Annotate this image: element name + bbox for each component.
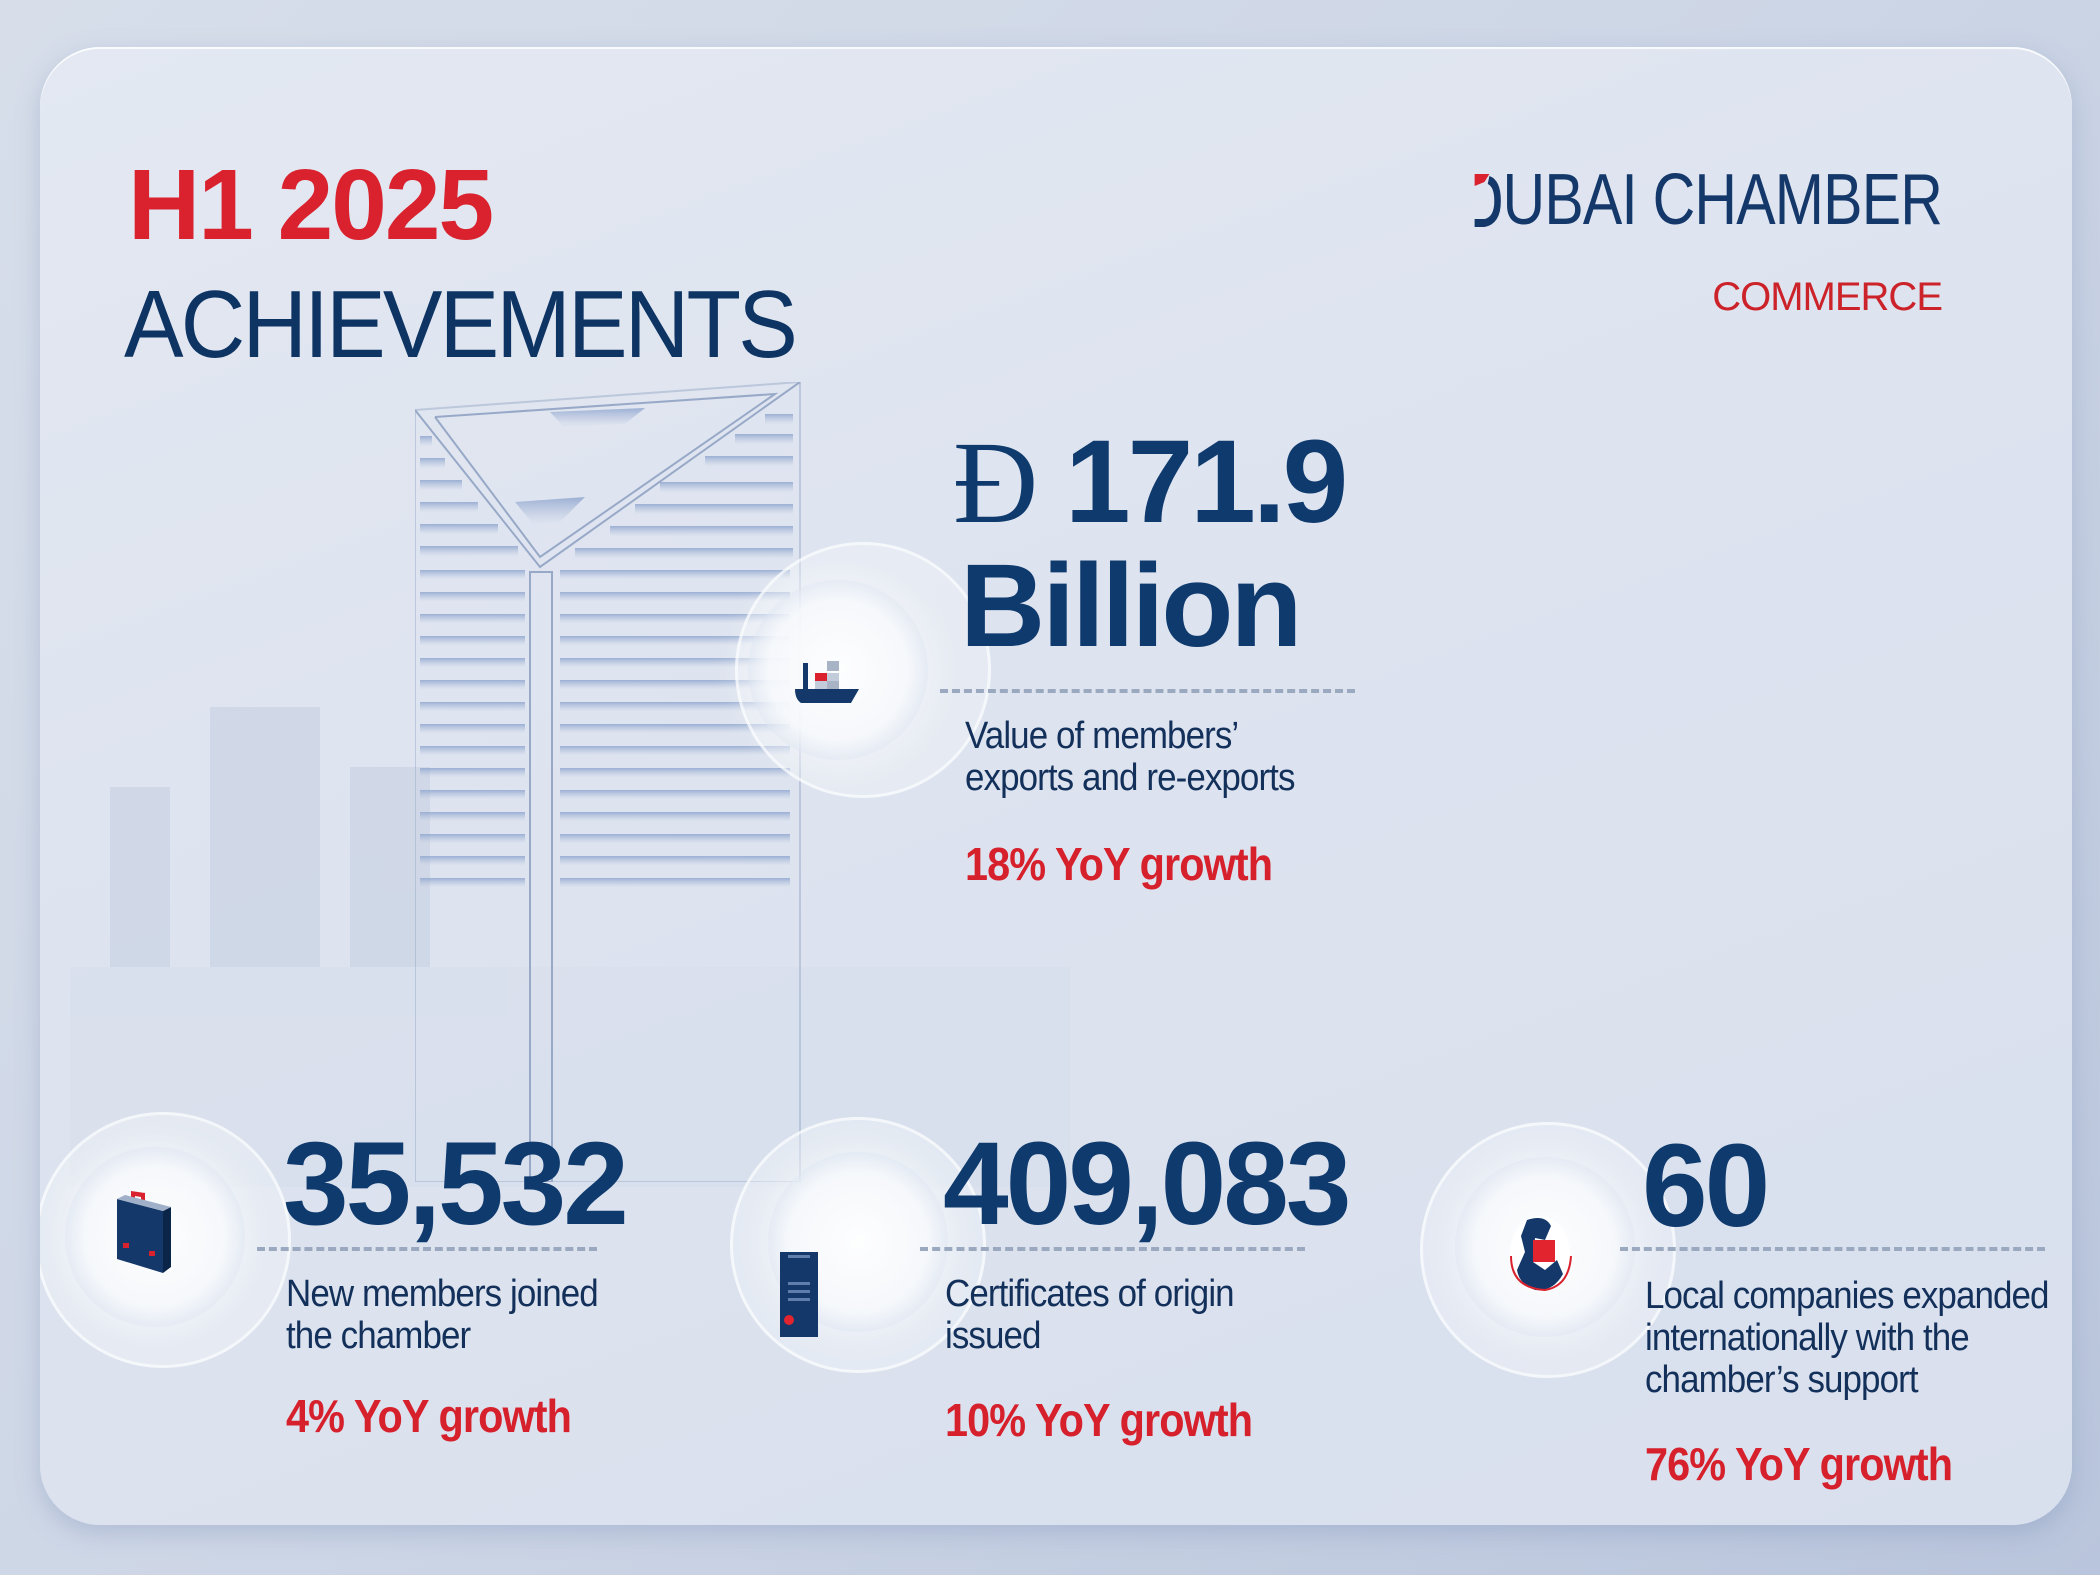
logo-d-mark — [1473, 159, 1503, 241]
description-line: issued — [945, 1315, 1041, 1357]
exports-amount: 171.9 — [1065, 416, 1348, 548]
members-growth: 4% YoY growth — [286, 1390, 572, 1442]
members-description: New members joined the chamber — [286, 1273, 599, 1357]
exports-value: Đ 171.9 — [953, 423, 1348, 542]
certificates-value: 409,083 — [943, 1118, 1352, 1250]
divider — [920, 1247, 1305, 1251]
description-line: internationally with the — [1645, 1317, 1970, 1359]
certificate-icon — [780, 1252, 818, 1337]
logo-subtitle: COMMERCE — [1712, 275, 1943, 319]
briefcase-icon — [117, 1191, 171, 1273]
certificates-growth: 10% YoY growth — [945, 1394, 1253, 1446]
international-value: 60 — [1642, 1120, 1770, 1252]
members-value: 35,532 — [283, 1118, 629, 1250]
description-line: Value of members’ — [965, 715, 1239, 757]
period-heading: H1 2025 — [128, 149, 494, 261]
exports-growth: 18% YoY growth — [965, 838, 1273, 890]
dubai-chamber-tower-illustration — [415, 382, 801, 1182]
divider — [257, 1247, 597, 1251]
description-line: exports and re-exports — [965, 757, 1295, 799]
description-line: chamber’s support — [1645, 1359, 1919, 1401]
dirham-symbol: Đ — [953, 417, 1038, 548]
description-line: the chamber — [286, 1315, 471, 1357]
description-line: Local companies expanded — [1645, 1275, 2049, 1317]
globe-icon — [1510, 1216, 1572, 1292]
dubai-chamber-logo: UBAI CHAMBER — [1370, 159, 1943, 241]
international-description: Local companies expanded internationally… — [1645, 1275, 2049, 1401]
description-line: Certificates of origin — [945, 1273, 1235, 1315]
description-line: New members joined — [286, 1273, 599, 1315]
logo-wordmark: UBAI CHAMBER — [1473, 159, 1943, 241]
exports-description: Value of members’ exports and re-exports — [965, 715, 1295, 799]
divider — [1620, 1247, 2045, 1251]
achievements-card: H1 2025 ACHIEVEMENTS UBAI CHAMBER COMMER… — [40, 47, 2072, 1525]
cargo-ship-icon — [795, 661, 859, 703]
divider — [940, 689, 1355, 693]
page-title: ACHIEVEMENTS — [124, 271, 798, 378]
exports-unit: Billion — [960, 540, 1303, 672]
logo-name: UBAI CHAMBER — [1502, 160, 1942, 240]
certificates-description: Certificates of origin issued — [945, 1273, 1235, 1357]
international-growth: 76% YoY growth — [1645, 1438, 1953, 1490]
logo-d-icon — [1474, 174, 1501, 227]
